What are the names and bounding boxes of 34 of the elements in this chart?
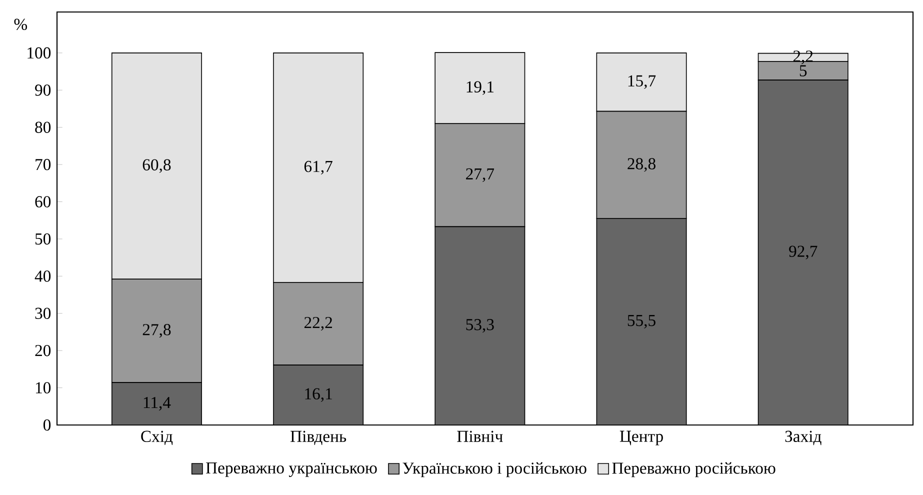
data-label: 60,8 [142,159,171,173]
y-tick-label: 20 [35,344,51,356]
data-label: 27,7 [466,168,494,182]
x-tick-label: Захід [785,430,822,446]
data-label: 28,8 [628,158,656,172]
y-tick-label: 40 [34,270,51,282]
y-tick-label: 100 [28,47,51,59]
legend-label: Переважно російською [612,462,776,478]
y-tick-label: 90 [35,84,51,96]
x-tick-label: Схід [141,430,173,446]
y-tick-label: 10 [36,382,51,394]
data-label: 27,8 [142,324,171,338]
data-label: 16,1 [305,388,332,402]
data-label: 61,7 [304,160,332,175]
x-tick-label: Північ [457,430,503,442]
x-tick-label: Центр [620,430,663,446]
y-tick-label: 50 [35,233,51,245]
data-label: 92,7 [789,246,818,260]
data-label: 11,4 [144,397,171,411]
x-tick-label: Південь [290,430,346,446]
y-tick-label: 80 [35,122,51,133]
data-label: 19,1 [466,81,494,95]
y-tick-label: 70 [36,158,51,170]
y-tick-label: 60 [35,196,51,208]
y-tick-label: 30 [35,308,51,319]
legend-label: Українською і російською [402,462,586,478]
data-label: 55,5 [628,314,656,328]
data-label: 53,3 [466,319,494,333]
y-tick-label: 0 [43,419,51,431]
data-label: 15,7 [628,75,656,89]
legend-label: Переважно українською [206,462,377,477]
y-axis-title: % [14,18,28,30]
data-label: 22,2 [304,316,332,331]
data-label: 5 [800,65,807,76]
